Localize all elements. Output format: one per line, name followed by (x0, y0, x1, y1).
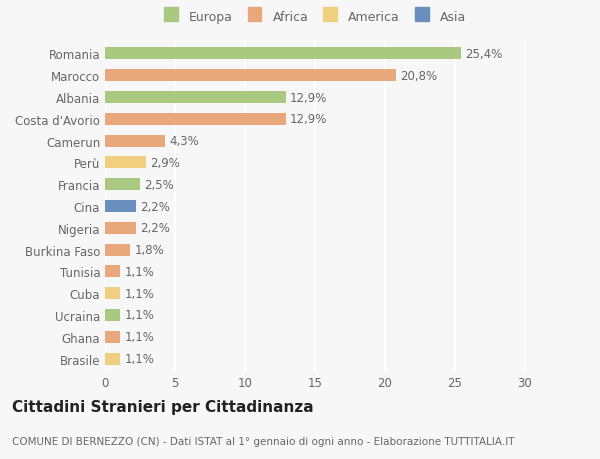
Bar (105, 287, 121, 300)
Text: 20,8%: 20,8% (400, 70, 437, 83)
Text: 1,1%: 1,1% (125, 287, 154, 300)
Text: 1,1%: 1,1% (125, 309, 154, 322)
Bar (105, 135, 165, 147)
Bar (105, 309, 121, 321)
Text: 2,5%: 2,5% (144, 179, 174, 191)
Text: 12,9%: 12,9% (290, 91, 327, 104)
Bar (105, 70, 396, 82)
Bar (105, 266, 121, 278)
Text: 1,1%: 1,1% (125, 352, 154, 365)
Text: 1,1%: 1,1% (125, 330, 154, 343)
Text: 2,2%: 2,2% (140, 222, 170, 235)
Bar (105, 92, 286, 104)
Bar (105, 201, 136, 213)
Text: 2,9%: 2,9% (150, 157, 179, 169)
Bar (105, 353, 121, 365)
Text: 12,9%: 12,9% (290, 113, 327, 126)
Bar (105, 331, 121, 343)
Legend: Europa, Africa, America, Asia: Europa, Africa, America, Asia (158, 6, 472, 28)
Bar (105, 244, 130, 256)
Text: 2,2%: 2,2% (140, 200, 170, 213)
Text: 25,4%: 25,4% (465, 48, 502, 61)
Bar (105, 114, 286, 126)
Text: Cittadini Stranieri per Cittadinanza: Cittadini Stranieri per Cittadinanza (12, 399, 314, 414)
Bar (105, 179, 140, 191)
Text: 1,1%: 1,1% (125, 265, 154, 278)
Bar (105, 48, 461, 60)
Text: 4,3%: 4,3% (169, 135, 199, 148)
Bar (105, 157, 146, 169)
Bar (105, 222, 136, 234)
Text: COMUNE DI BERNEZZO (CN) - Dati ISTAT al 1° gennaio di ogni anno - Elaborazione T: COMUNE DI BERNEZZO (CN) - Dati ISTAT al … (12, 436, 515, 446)
Text: 1,8%: 1,8% (134, 244, 164, 257)
